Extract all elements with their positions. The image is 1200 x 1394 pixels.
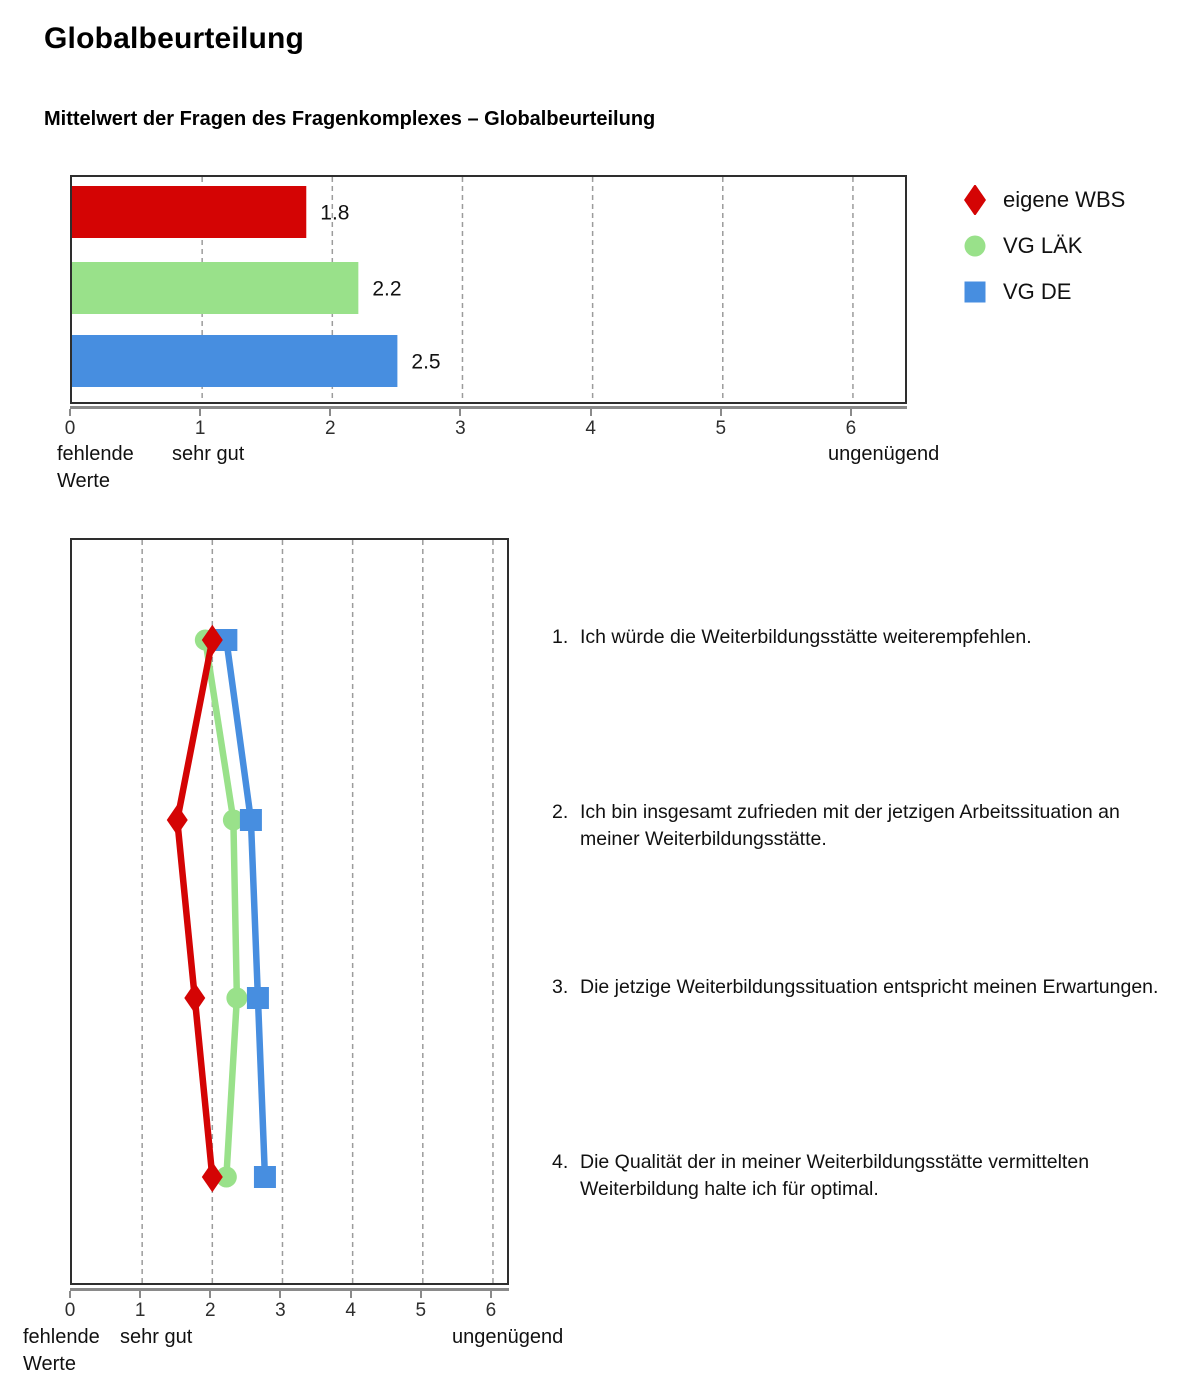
bar-value-label: 2.2 — [372, 278, 401, 301]
axis-tick-label: 3 — [275, 1300, 286, 1321]
square-marker — [246, 987, 269, 1009]
bar-VG LÄK — [72, 262, 359, 314]
axis-tick-label: 0 — [64, 418, 76, 439]
line-chart-plot — [70, 538, 509, 1285]
axis-tick — [209, 1291, 212, 1298]
legend-item-vg-läk: VG LÄK — [962, 232, 1125, 259]
bar-chart-canvas: 1.8 2.2 2.5 — [72, 177, 854, 402]
question-number: 2. — [552, 801, 569, 823]
square-marker — [964, 281, 986, 302]
bar-eigene WBS — [72, 186, 307, 238]
circle-marker — [215, 1166, 237, 1188]
circle-marker — [964, 235, 986, 256]
square-marker — [239, 809, 262, 831]
circle-marker — [226, 987, 248, 1009]
line-VG LÄK — [202, 639, 241, 1178]
line-chart-x-axis: 0 1 2 3 4 5 6 — [65, 1288, 509, 1328]
diamond-marker — [184, 982, 206, 1014]
bar-chart-plot: 1.8 2.2 2.5 — [70, 175, 907, 404]
bar-axis-label-best: sehr gut — [172, 443, 245, 465]
axis-tick-label: 0 — [64, 1300, 76, 1321]
question-text: Ich würde die Weiterbildungsstätte weite… — [580, 626, 1032, 648]
legend-item-eigene-wbs: eigene WBS — [962, 184, 1126, 215]
chart-subtitle: Mittelwert der Fragen des Fragenkomplexe… — [44, 108, 656, 130]
axis-tick-label: 2 — [205, 1300, 216, 1321]
question-text: Die jetzige Weiterbildungssituation ents… — [580, 976, 1159, 998]
axis-tick-label: 4 — [345, 1300, 356, 1321]
diamond-marker — [166, 804, 188, 836]
diamond-marker — [201, 1161, 223, 1193]
legend-label: VG LÄK — [1003, 232, 1083, 258]
diamond-marker — [964, 184, 986, 215]
page-title: Globalbeurteilung — [44, 22, 305, 55]
bar-VG DE — [72, 335, 398, 387]
axis-tick — [139, 1291, 142, 1298]
axis-tick-label: 5 — [715, 418, 727, 439]
legend-item-vg-de: VG DE — [962, 278, 1125, 305]
axis-tick — [279, 1291, 282, 1298]
legend: eigene WBS VG LÄK VG DE — [962, 184, 1126, 305]
square-marker — [215, 629, 238, 651]
line-axis-label-worst: ungenügend — [452, 1326, 564, 1348]
axis-tick-label: 6 — [485, 1300, 497, 1321]
axis-tick-label: 4 — [585, 418, 596, 439]
question-number: 1. — [552, 626, 569, 648]
question-number: 3. — [552, 976, 569, 998]
question-item: 1. Ich würde die Weiterbildungsstätte wei… — [552, 624, 1200, 651]
axis-tick — [849, 409, 852, 416]
question-text: Ich bin insgesamt zufrieden mit der jetz… — [580, 801, 1120, 850]
square-marker — [253, 1166, 276, 1188]
axis-tick — [419, 1291, 422, 1298]
circle-icon — [964, 235, 986, 256]
axis-tick-label: 1 — [134, 1300, 146, 1321]
axis-tick-label: 3 — [455, 418, 466, 439]
bar-value-label: 1.8 — [320, 202, 349, 225]
question-item: 3. Die jetzige Weiterbildungssituation en… — [552, 974, 1200, 1001]
line-axis-label-best: sehr gut — [120, 1326, 193, 1348]
axis-line — [70, 1288, 509, 1291]
line-chart-canvas — [141, 540, 494, 1283]
bar-value-label: 2.5 — [411, 351, 440, 374]
line-eigene WBS — [173, 639, 216, 1178]
line-axis-label-missing: fehlende Werte — [23, 1326, 100, 1375]
circle-marker — [222, 809, 244, 831]
axis-line — [70, 406, 907, 409]
axis-tick — [349, 1291, 352, 1298]
legend-label: VG DE — [1003, 278, 1072, 304]
diamond-icon — [964, 184, 986, 215]
axis-tick-label: 1 — [194, 418, 206, 439]
question-item: 4. Die Qualität der in meiner Weiterbildu… — [552, 1149, 1200, 1203]
square-icon — [964, 281, 986, 302]
axis-tick-label: 2 — [325, 418, 336, 439]
legend-label: eigene WBS — [1003, 186, 1126, 212]
question-text: Die Qualität der in meiner Weiterbildung… — [580, 1151, 1090, 1200]
axis-tick — [69, 409, 71, 416]
axis-tick-label: 5 — [415, 1300, 427, 1321]
axis-tick — [69, 1291, 71, 1298]
axis-tick — [719, 409, 722, 416]
axis-tick — [489, 1291, 492, 1298]
axis-tick — [589, 409, 592, 416]
bar-chart-x-axis: 0 1 2 3 4 5 6 — [65, 406, 907, 446]
bar-axis-label-worst: ungenügend — [828, 443, 940, 465]
diamond-marker — [201, 624, 223, 656]
question-item: 2. Ich bin insgesamt zufrieden mit der je… — [552, 799, 1200, 853]
axis-tick — [199, 409, 202, 416]
line-VG DE — [223, 639, 269, 1178]
axis-tick — [329, 409, 332, 416]
axis-tick-label: 6 — [845, 418, 857, 439]
bar-axis-label-missing: fehlende Werte — [57, 443, 134, 492]
question-number: 4. — [552, 1151, 569, 1173]
axis-tick — [459, 409, 462, 416]
